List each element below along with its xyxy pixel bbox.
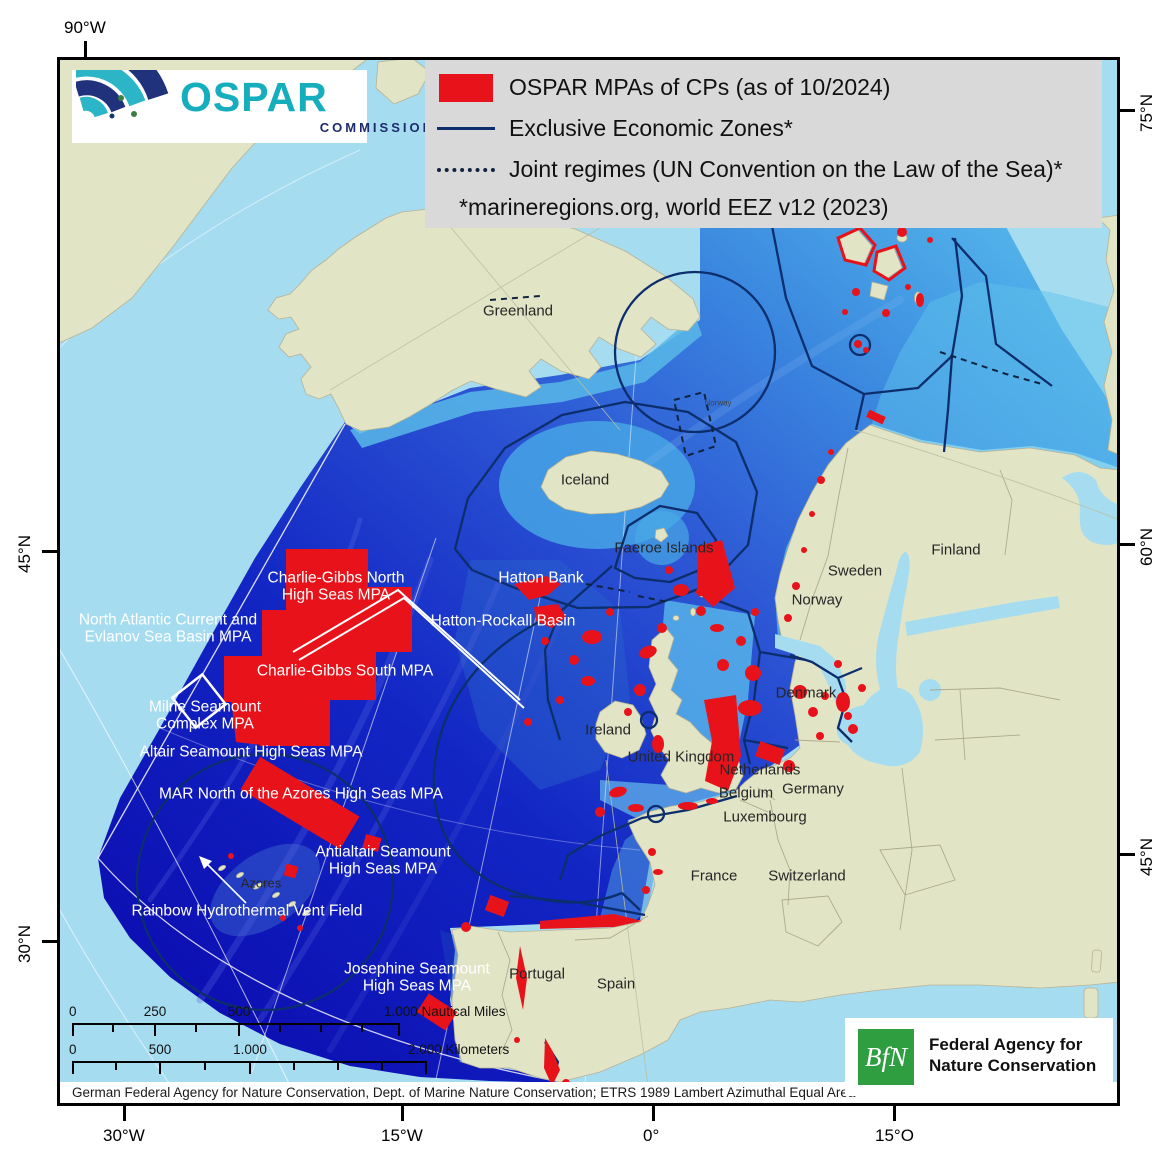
interior-seas xyxy=(775,472,1118,767)
scale-nm-1000: 1.000 Nautical Miles xyxy=(384,1004,506,1019)
eez-denmark xyxy=(789,653,853,743)
tick-15w xyxy=(401,1106,404,1121)
tick-45n-left xyxy=(42,550,57,553)
eez-svalbard xyxy=(770,225,964,396)
land-iceland xyxy=(540,450,670,515)
joint-regime-box xyxy=(672,390,718,458)
scale-nm-0: 0 xyxy=(69,1004,77,1019)
axis-label-75n: 75°N xyxy=(1136,94,1156,132)
tick-0 xyxy=(652,1106,655,1121)
legend-footnote: *marineregions.org, world EEZ v12 (2023) xyxy=(459,194,889,220)
rainbow-arrow xyxy=(204,861,247,904)
legend-row-eez: Exclusive Economic Zones* xyxy=(437,108,1102,149)
scale-nm-250: 250 xyxy=(143,1004,167,1019)
ospar-logo: OSPAR COMMISSION xyxy=(72,70,432,143)
sea-bothnia xyxy=(876,552,910,695)
eez-janmayen xyxy=(613,270,777,434)
legend-row-joint: Joint regimes (UN Convention on the Law … xyxy=(437,149,1102,190)
legend-label-eez: Exclusive Economic Zones* xyxy=(509,115,793,141)
legend-label-joint: Joint regimes (UN Convention on the Law … xyxy=(509,156,1063,182)
axis-label-15w: 15°W xyxy=(381,1126,423,1145)
mpa-charlie-gibbs xyxy=(224,549,412,746)
borders xyxy=(497,447,1061,1056)
legend-row-mpa: OSPAR MPAs of CPs (as of 10/2024) xyxy=(437,67,1102,108)
joint-regime-lines xyxy=(489,295,1043,603)
scale-km-1000: 1.000 xyxy=(233,1042,267,1057)
mpa-shapes xyxy=(224,227,933,1087)
mpa-outlines-svalbard xyxy=(836,226,907,282)
scale-km-500: 500 xyxy=(148,1042,172,1057)
ospar-logo-subtitle: COMMISSION xyxy=(319,120,435,135)
tick-90w xyxy=(84,41,87,57)
tick-75n xyxy=(1120,109,1135,112)
bfn-name-line2: Nature Conservation xyxy=(929,1056,1097,1076)
scale-nm-bar xyxy=(72,1023,400,1036)
axis-label-45n-left: 45°N xyxy=(14,535,34,573)
milne-outline xyxy=(170,672,228,730)
axis-label-45n-right: 45°N xyxy=(1136,838,1156,876)
scale-km-2000: 2.000 Kilometers xyxy=(408,1042,510,1057)
axis-label-60n: 60°N xyxy=(1136,528,1156,566)
eez-line-icon xyxy=(437,127,495,130)
eez-azores xyxy=(135,752,395,1012)
bfn-logo-text: Federal Agency for Nature Conservation xyxy=(929,1034,1096,1077)
axis-label-15o: 15°O xyxy=(875,1126,914,1145)
legend: OSPAR MPAs of CPs (as of 10/2024) Exclus… xyxy=(425,57,1102,228)
land-island-nw xyxy=(375,59,431,105)
sea-gulf-finland xyxy=(905,596,1060,636)
land-greenland xyxy=(267,205,701,432)
rainbow-arrowhead xyxy=(199,856,212,869)
graticule-ocean xyxy=(59,149,641,1104)
bfn-name-line1: Federal Agency for xyxy=(929,1035,1083,1054)
ospar-fan-icon xyxy=(76,70,169,119)
sea-baltic xyxy=(846,687,924,767)
tick-30n xyxy=(42,940,57,943)
land-faeroe xyxy=(654,527,669,543)
scale-bars: 0 250 500 1.000 Nautical Miles 0 500 1.0… xyxy=(69,1004,542,1080)
scale-nm-500: 500 xyxy=(227,1004,251,1019)
bfn-logo-icon: BfN xyxy=(858,1029,914,1085)
mpa-northsea xyxy=(704,695,741,791)
land-ireland xyxy=(595,700,647,759)
mpa-josephine xyxy=(416,993,458,1031)
dotted-line-icon xyxy=(437,167,495,172)
legend-label-mpa: OSPAR MPAs of CPs (as of 10/2024) xyxy=(509,74,891,100)
tick-60n xyxy=(1120,543,1135,546)
scale-km-bar xyxy=(72,1061,427,1074)
bfn-logo: BfN Federal Agency for Nature Conservati… xyxy=(845,1018,1113,1096)
white-details xyxy=(170,588,525,904)
scale-km-0: 0 xyxy=(69,1042,77,1057)
mpa-hatton xyxy=(514,576,561,600)
tick-30w xyxy=(123,1106,126,1121)
axis-label-0: 0° xyxy=(643,1126,660,1145)
land-azores xyxy=(217,864,311,917)
mpa-mar-north xyxy=(240,756,360,850)
land-arctic-strip xyxy=(1097,214,1118,455)
axis-label-30w: 30°W xyxy=(103,1126,145,1145)
tick-45n-right xyxy=(1120,853,1135,856)
sea-skagerrak xyxy=(775,634,848,710)
axis-label-90w: 90°W xyxy=(64,18,106,37)
axis-label-30n: 30°N xyxy=(14,925,34,963)
eez-lines xyxy=(135,225,1053,1083)
ospar-logo-name: OSPAR xyxy=(180,74,328,120)
tick-15o xyxy=(893,1106,896,1121)
mpa-swatch-icon xyxy=(437,73,495,102)
eez-faeroe xyxy=(613,504,718,584)
ospar-area xyxy=(98,221,1118,1083)
